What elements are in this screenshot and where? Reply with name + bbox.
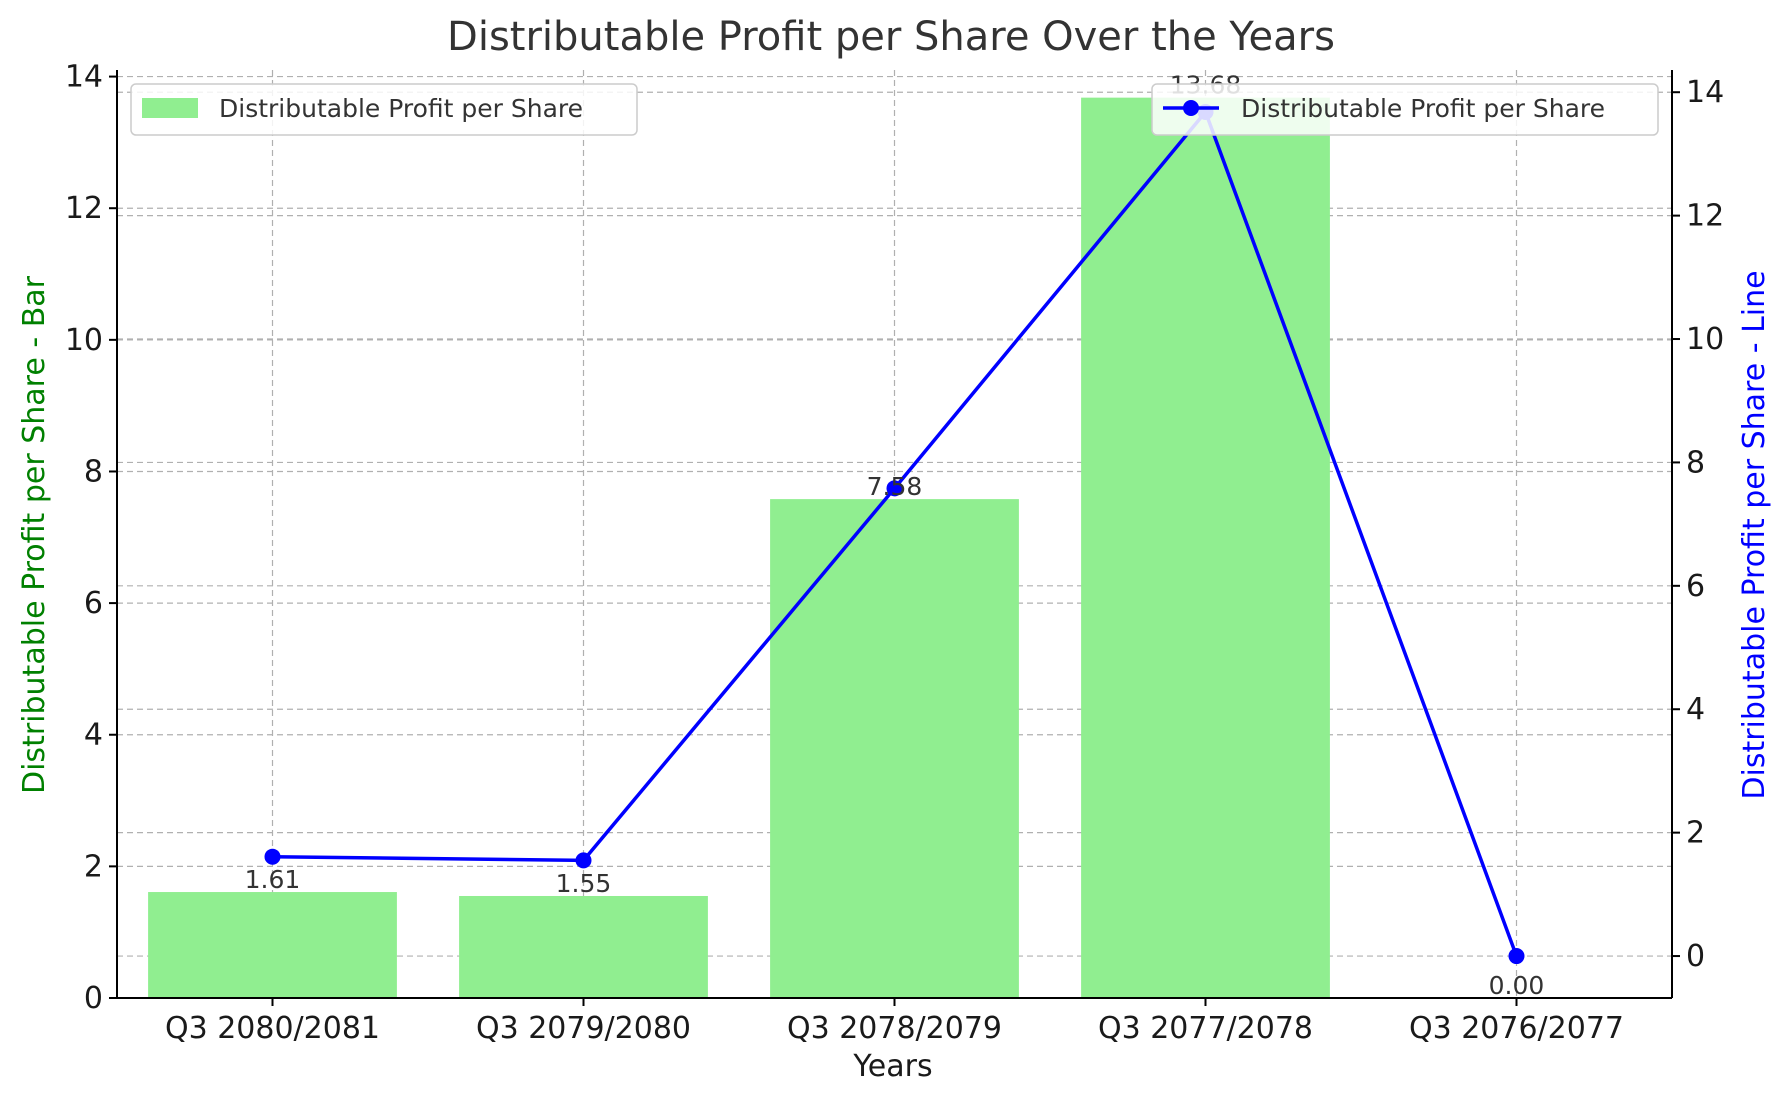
legend-bar: Distributable Profit per Share [130, 83, 638, 136]
y-left-tick-label: 14 [65, 60, 103, 95]
x-tick-label: Q3 2080/2081 [165, 1011, 380, 1046]
y-left-tick-label: 6 [84, 586, 103, 621]
chart-title: Distributable Profit per Share Over the … [447, 14, 1335, 60]
y-left-tick-label: 0 [84, 981, 103, 1016]
legend-line-frame [1151, 83, 1659, 136]
legend-line-text: Distributable Profit per Share [1241, 94, 1605, 123]
x-tick-label: Q3 2076/2077 [1409, 1011, 1624, 1046]
bar-series [148, 97, 1330, 998]
data-label: 0.00 [1489, 971, 1545, 1000]
y-right-tick-label: 10 [1686, 322, 1724, 357]
data-label: 1.61 [245, 865, 301, 894]
y-axis-left-label: Distributable Profit per Share - Bar [17, 275, 52, 794]
y-right-tick-label: 12 [1686, 199, 1724, 234]
line-point [886, 480, 903, 497]
y-right-tick-label: 8 [1686, 445, 1705, 480]
data-label: 1.55 [556, 869, 612, 898]
legend-line-marker [1183, 100, 1199, 116]
y-left-tick-label: 12 [65, 191, 103, 226]
y-left-tick-label: 8 [84, 454, 103, 489]
x-tick-label: Q3 2078/2079 [787, 1011, 1002, 1046]
data-label: 7.58 [867, 472, 923, 501]
y-left-tick-label: 2 [84, 849, 103, 884]
y-left-tick-label: 4 [84, 718, 103, 753]
bar [770, 499, 1019, 998]
y-right-tick-label: 6 [1686, 569, 1705, 604]
legend-line: Distributable Profit per Share [1151, 83, 1659, 136]
x-axis-label: Years [852, 1049, 932, 1084]
bar [459, 895, 708, 998]
legend-bar-text: Distributable Profit per Share [219, 94, 583, 123]
line-point [264, 848, 281, 865]
line-point [575, 852, 592, 869]
bar [148, 892, 397, 998]
x-tick-label: Q3 2077/2078 [1098, 1011, 1313, 1046]
y-axis-right-label: Distributable Profit per Share - Line [1737, 270, 1772, 799]
y-right-tick-label: 4 [1686, 692, 1705, 727]
y-left-tick-label: 10 [65, 323, 103, 358]
bar [1081, 97, 1330, 998]
x-tick-label: Q3 2079/2080 [476, 1011, 691, 1046]
line-point [1508, 948, 1525, 965]
legend-bar-frame [130, 83, 638, 136]
y-right-tick-label: 14 [1686, 75, 1724, 110]
y-right-tick-label: 2 [1686, 816, 1705, 851]
legend-bar-swatch [142, 98, 198, 118]
axes: 0 2 4 6 8 10 12 14 0 2 4 6 8 10 12 14 Q3 2080/2081 Q3 207… [65, 60, 1724, 1046]
y-right-tick-label: 0 [1686, 939, 1705, 974]
